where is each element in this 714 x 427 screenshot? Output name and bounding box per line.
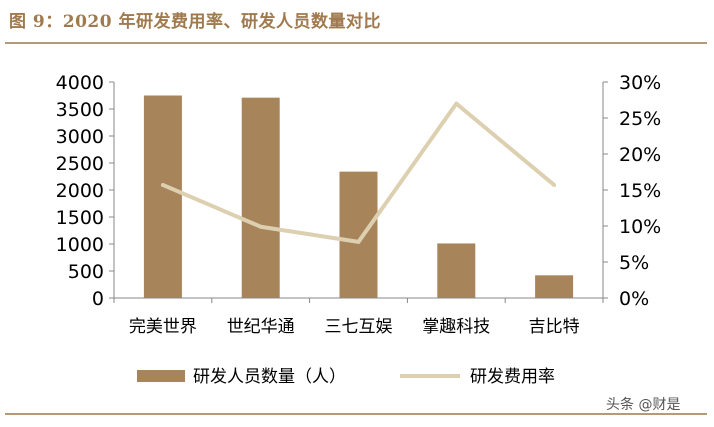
legend-bar-swatch [137, 370, 185, 382]
chart-title: 图 9：2020 年研发费用率、研发人员数量对比 [9, 12, 381, 32]
y-right-tick-label: 5% [619, 252, 649, 274]
line-point [552, 182, 557, 187]
line-point [454, 101, 459, 106]
footer-divider [5, 413, 707, 415]
watermark: 头条 @财是 [606, 397, 681, 413]
y-left-tick-label: 0 [92, 288, 104, 310]
y-left-tick-label: 1500 [56, 207, 104, 229]
x-tick-label: 三七互娱 [325, 317, 393, 337]
line-point [160, 182, 165, 187]
y-left-tick-label: 500 [68, 261, 104, 283]
bar [339, 171, 378, 298]
x-tick-label: 完美世界 [129, 317, 197, 337]
bar [535, 275, 574, 298]
bar [143, 95, 182, 298]
title-divider [5, 42, 707, 44]
legend-line-label: 研发费用率 [470, 367, 555, 387]
y-left-tick-label: 4000 [56, 72, 104, 94]
y-right-tick-label: 20% [619, 144, 661, 166]
y-left-tick-label: 3000 [56, 126, 104, 148]
y-left-tick-label: 1000 [56, 234, 104, 256]
y-right-tick-label: 15% [619, 180, 661, 202]
y-right-tick-label: 10% [619, 216, 661, 238]
x-tick-label: 世纪华通 [227, 317, 295, 337]
y-right-tick-label: 30% [619, 72, 661, 94]
y-left-tick-label: 3500 [56, 99, 104, 121]
y-right-tick-label: 0% [619, 288, 649, 310]
line-point [356, 239, 361, 244]
y-left-tick-label: 2000 [56, 180, 104, 202]
x-tick-label: 掌趣科技 [422, 317, 490, 337]
legend-bar-label: 研发人员数量（人） [193, 367, 346, 387]
bar [241, 97, 280, 298]
bar [437, 243, 476, 298]
line-point [258, 224, 263, 229]
y-right-tick-label: 25% [619, 108, 661, 130]
y-left-tick-label: 2500 [56, 153, 104, 175]
x-tick-label: 吉比特 [529, 317, 580, 337]
